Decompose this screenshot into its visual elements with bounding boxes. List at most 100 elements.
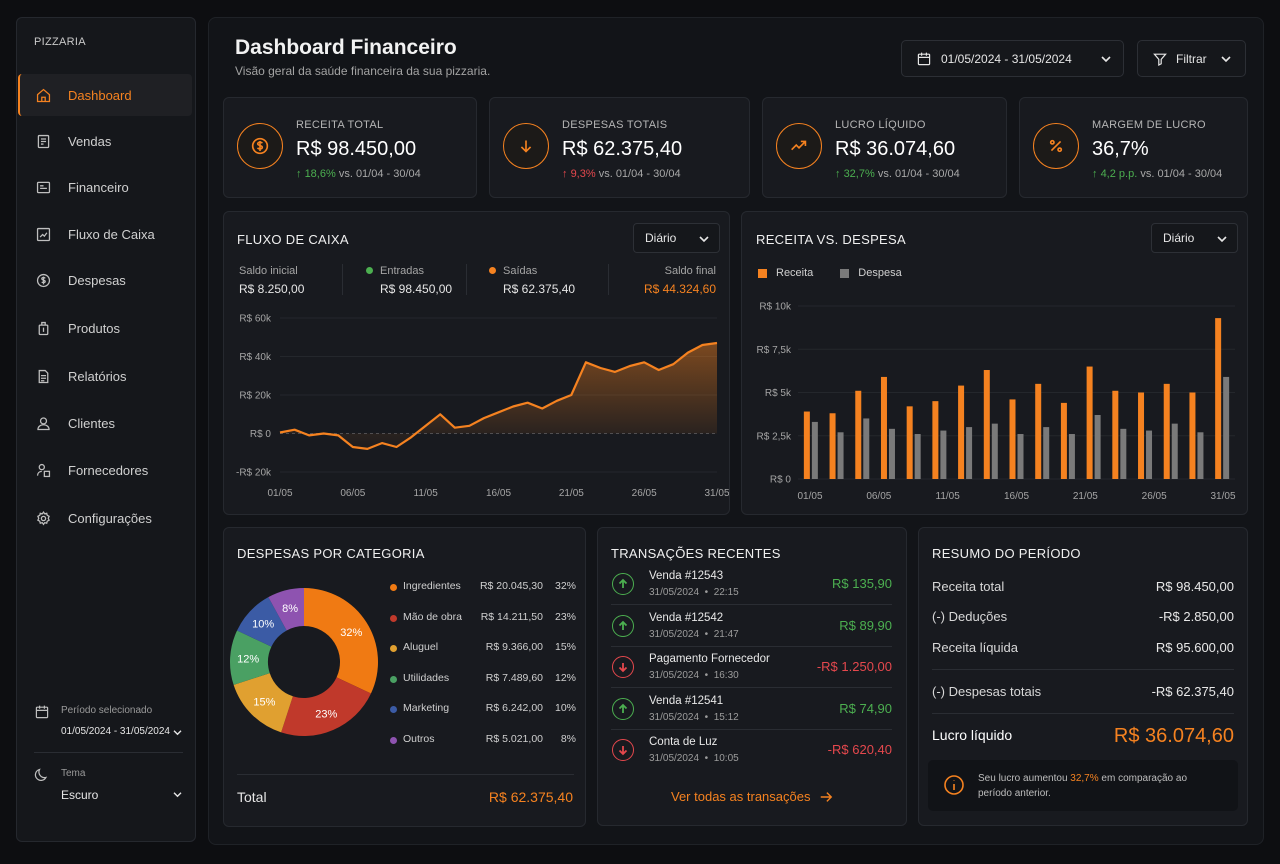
category-pct: 12%: [554, 671, 576, 684]
category-dot: [390, 706, 397, 713]
category-label: Marketing: [403, 702, 450, 714]
view-all-transactions-link[interactable]: Ver todas as transações: [671, 789, 833, 804]
bar-despesa: [1068, 434, 1075, 479]
theme-label: Tema: [61, 768, 86, 779]
donut-slice-label: 23%: [315, 708, 337, 720]
x-tick-label: 11/05: [414, 488, 439, 499]
category-row: Outros R$ 5.021,00 8%: [390, 733, 576, 749]
date-range-button[interactable]: 01/05/2024 - 31/05/2024: [901, 40, 1124, 77]
donut-slice: [237, 597, 287, 647]
category-amount: R$ 14.211,50: [480, 610, 543, 623]
despesas-value: -R$ 62.375,40: [1151, 684, 1234, 699]
donut-slice: [233, 673, 293, 733]
nav-item-despesas[interactable]: Despesas: [18, 259, 192, 301]
transaction-name: Venda #12543: [649, 570, 724, 582]
kpi-card-receita: RECEITA TOTAL R$ 98.450,00 ↑ 18,6% vs. 0…: [223, 97, 477, 198]
category-label: Aluguel: [403, 641, 439, 653]
nav-label: Despesas: [68, 272, 126, 288]
x-tick-label: 06/05: [340, 488, 365, 499]
nav-item-fluxo-de-caixa[interactable]: Fluxo de Caixa: [18, 213, 192, 255]
bar-despesa: [811, 421, 818, 479]
card-title: FLUXO DE CAIXA: [237, 232, 349, 247]
receita-liquida-value: R$ 95.600,00: [1155, 640, 1234, 655]
transaction-name: Pagamento Fornecedor: [649, 653, 770, 665]
nav-item-configuracoes[interactable]: Configurações: [18, 497, 192, 539]
bar-despesa: [1017, 434, 1024, 479]
transaction-row[interactable]: Conta de Luz 31/05/2024 • 10:05 -R$ 620,40: [598, 730, 892, 771]
bar-receita: [932, 401, 939, 479]
saldo-final-label: Saldo final: [664, 265, 716, 277]
deducoes-label: (-) Deduções: [932, 609, 1008, 624]
bar-receita: [1086, 366, 1093, 479]
despesas-label: (-) Despesas totais: [932, 684, 1042, 699]
nav-label: Clientes: [68, 415, 115, 431]
kpi-label: RECEITA TOTAL: [296, 119, 384, 131]
transaction-row[interactable]: Venda #12542 31/05/2024 • 21:47 R$ 89,90: [598, 606, 892, 647]
period-label: Período selecionado: [61, 705, 153, 716]
nav-item-financeiro[interactable]: Financeiro: [18, 166, 192, 208]
category-pct: 8%: [560, 732, 576, 745]
nav-item-relatorios[interactable]: Relatórios: [18, 355, 192, 397]
receipt-icon: [37, 134, 50, 148]
category-amount: R$ 6.242,00: [485, 702, 543, 714]
kpi-card-despesas: DESPESAS TOTAIS R$ 62.375,40 ↑ 9,3% vs. …: [489, 97, 750, 198]
filter-button[interactable]: Filtrar: [1137, 40, 1246, 77]
nav-item-produtos[interactable]: Produtos: [18, 307, 192, 349]
select-value: Diário: [1163, 231, 1195, 245]
transaction-row[interactable]: Venda #12541 31/05/2024 • 15:12 R$ 74,90: [598, 689, 892, 730]
y-tick-label: R$ 60k: [239, 314, 272, 325]
cashflow-icon: [36, 227, 51, 241]
sidebar: PIZZARIA Dashboard Vendas Financeiro Flu…: [16, 17, 196, 842]
deducoes-value: -R$ 2.850,00: [1158, 609, 1234, 624]
cashflow-period-select[interactable]: Diário: [633, 223, 720, 253]
donut-slice: [268, 588, 304, 631]
bar-despesa: [914, 434, 921, 479]
cashflow-line: [279, 341, 718, 450]
bar-receita: [1009, 399, 1016, 479]
x-tick-label: 31/05: [1210, 491, 1235, 502]
bar-despesa: [1120, 428, 1127, 479]
nav-item-vendas[interactable]: Vendas: [18, 120, 192, 162]
x-tick-label: 21/05: [559, 488, 584, 499]
nav-item-clientes[interactable]: Clientes: [18, 402, 192, 444]
profit-note-text: Seu lucro aumentou 32,7% em comparação a…: [978, 773, 1188, 799]
nav-item-fornecedores[interactable]: Fornecedores: [18, 449, 192, 491]
arrow-up-icon: [612, 697, 634, 720]
y-tick-label: R$ 2,5k: [757, 431, 792, 442]
bar-despesa: [1094, 414, 1101, 479]
period-value: 01/05/2024 - 31/05/2024: [61, 726, 170, 737]
kpi-card-margem: MARGEM DE LUCRO 36,7% ↑ 4,2 p.p. vs. 01/…: [1019, 97, 1248, 198]
nav-label: Dashboard: [68, 87, 132, 103]
bar-despesa: [837, 432, 844, 479]
divider: [611, 728, 892, 730]
donut-slice: [281, 677, 371, 736]
saldo-inicial-value: R$ 8.250,00: [239, 282, 305, 296]
wallet-icon: [36, 181, 51, 193]
theme-selector[interactable]: Tema Escuro: [34, 767, 184, 803]
arrow-down-icon: [503, 123, 549, 169]
x-tick-label: 16/05: [1004, 491, 1029, 502]
period-selector[interactable]: Período selecionado 01/05/2024 - 31/05/2…: [34, 704, 184, 740]
bar-receita: [906, 406, 913, 479]
donut-slice-label: 10%: [252, 619, 274, 631]
divider: [466, 264, 467, 295]
bar-receita: [803, 411, 810, 479]
category-amount: R$ 7.489,60: [485, 671, 543, 684]
revexp-period-select[interactable]: Diário: [1151, 223, 1238, 253]
nav-item-dashboard[interactable]: Dashboard: [18, 74, 192, 116]
receita-liquida-label: Receita líquida: [932, 640, 1018, 655]
coin-icon: [36, 273, 51, 287]
divider: [932, 669, 1234, 670]
page-title: Dashboard Financeiro: [235, 36, 457, 59]
legend-swatch-receita: [758, 268, 767, 278]
transaction-row[interactable]: Venda #12543 31/05/2024 • 22:15 R$ 135,90: [598, 564, 892, 605]
divider: [611, 604, 892, 605]
transaction-row[interactable]: Pagamento Fornecedor 31/05/2024 • 16:30 -R…: [598, 647, 892, 688]
x-tick-label: 31/05: [704, 488, 729, 499]
saidas-label: Saídas: [489, 265, 537, 277]
kpi-card-lucro: LUCRO LÍQUIDO R$ 36.074,60 ↑ 32,7% vs. 0…: [762, 97, 1007, 198]
arrow-down-icon: [612, 739, 634, 761]
profit-note: Seu lucro aumentou 32,7% em comparação a…: [928, 760, 1238, 811]
bar-despesa: [966, 427, 973, 479]
chevron-down-icon: [173, 792, 182, 798]
